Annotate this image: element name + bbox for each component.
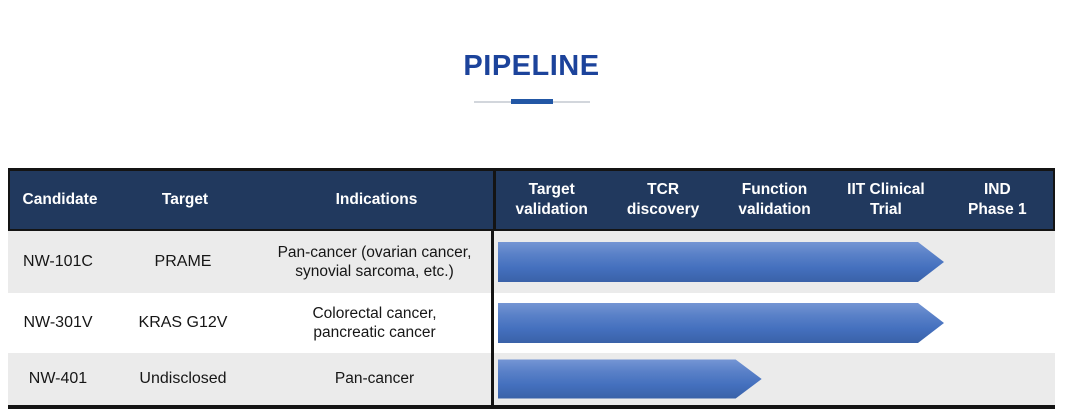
header-stage-target-validation: Target validation [515, 180, 588, 218]
target-name: Undisclosed [139, 370, 227, 387]
stage-progress-area [494, 353, 1055, 405]
table-row: NW-301V KRAS G12V Colorectal cancer, pan… [8, 293, 1055, 353]
stage-progress-area [494, 231, 1055, 293]
target-name: KRAS G12V [138, 314, 228, 331]
header-stage-tcr-discovery: TCR discovery [626, 180, 700, 218]
vertical-divider [493, 171, 496, 229]
stage-header-area: Target validation TCR discovery Function… [496, 171, 1053, 229]
header-target: Target [161, 191, 209, 208]
indications-text: Pan-cancer [334, 370, 415, 388]
vertical-divider [491, 231, 494, 293]
table-row: NW-401 Undisclosed Pan-cancer [8, 353, 1055, 405]
indications-text: Pan-cancer (ovarian cancer, synovial sar… [277, 243, 472, 280]
candidate-name: NW-301V [23, 314, 93, 331]
header-candidate: Candidate [22, 191, 98, 208]
vertical-divider [491, 353, 494, 405]
title-underline [473, 99, 590, 104]
table-row: NW-101C PRAME Pan-cancer (ovarian cancer… [8, 231, 1055, 293]
stage-progress-area [494, 293, 1055, 353]
header-stage-ind-phase-1: IND Phase 1 [968, 180, 1027, 218]
vertical-divider [491, 293, 494, 353]
title-block: PIPELINE [8, 0, 1055, 104]
indications-text: Colorectal cancer, pancreatic cancer [312, 304, 437, 341]
header-stage-iit-clinical-trial: IIT Clinical Trial [847, 180, 925, 218]
progress-arrow [498, 303, 944, 343]
candidate-name: NW-401 [28, 370, 88, 387]
progress-arrow [498, 360, 762, 399]
underline-accent-segment [510, 99, 553, 104]
header-indications: Indications [335, 191, 418, 208]
progress-arrow [498, 242, 944, 282]
table-header-row: Candidate Target Indications Target vali… [8, 171, 1055, 231]
candidate-name: NW-101C [23, 253, 93, 270]
header-stage-function-validation: Function validation [738, 180, 811, 218]
page-title: PIPELINE [463, 50, 600, 82]
target-name: PRAME [154, 253, 212, 270]
pipeline-table: Candidate Target Indications Target vali… [8, 168, 1055, 409]
